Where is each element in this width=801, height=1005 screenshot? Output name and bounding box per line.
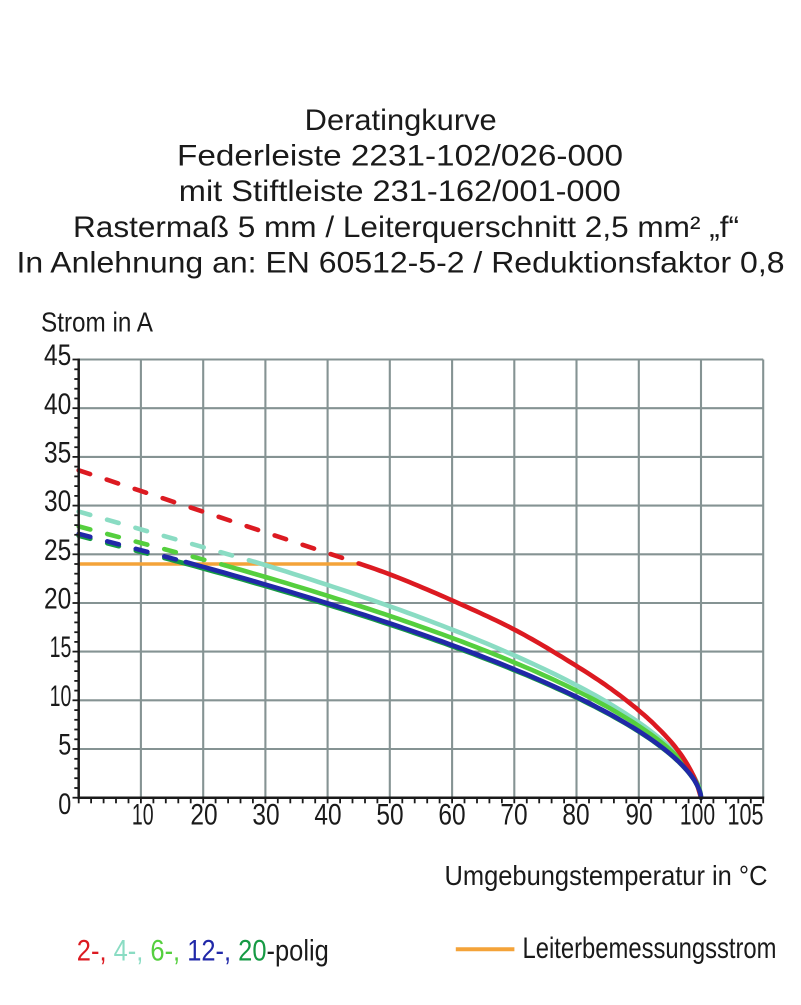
svg-text:Umgebungstemperatur in °C: Umgebungstemperatur in °C: [445, 860, 768, 891]
svg-text:40: 40: [44, 388, 71, 421]
svg-text:100: 100: [680, 799, 715, 832]
svg-text:mit Stiftleiste 231-162/001-00: mit Stiftleiste 231-162/001-000: [179, 175, 621, 208]
svg-text:50: 50: [376, 799, 403, 832]
svg-text:5: 5: [58, 729, 71, 762]
svg-text:25: 25: [44, 534, 71, 567]
svg-text:In Anlehnung an: EN 60512-5-2: In Anlehnung an: EN 60512-5-2 / Reduktio…: [17, 247, 785, 280]
svg-text:90: 90: [625, 799, 652, 832]
svg-text:70: 70: [500, 799, 527, 832]
svg-text:10: 10: [132, 799, 154, 832]
svg-text:30: 30: [252, 799, 279, 832]
svg-text:30: 30: [44, 485, 71, 518]
svg-text:60: 60: [438, 799, 465, 832]
svg-text:80: 80: [562, 799, 589, 832]
svg-text:2-, 4-, 6-, 12-, 20-polig: 2-, 4-, 6-, 12-, 20-polig: [77, 934, 329, 967]
svg-text:45: 45: [44, 339, 71, 372]
svg-text:Leiterbemessungsstrom: Leiterbemessungsstrom: [523, 932, 777, 965]
svg-text:10: 10: [50, 680, 72, 713]
svg-text:Strom in A: Strom in A: [41, 307, 153, 338]
svg-text:Rastermaß 5 mm / Leiterquersch: Rastermaß 5 mm / Leiterquerschnitt 2,5 m…: [73, 211, 739, 244]
svg-text:105: 105: [728, 799, 764, 832]
svg-text:Deratingkurve: Deratingkurve: [305, 104, 497, 137]
svg-text:0: 0: [58, 788, 71, 821]
svg-text:15: 15: [50, 631, 72, 664]
svg-text:40: 40: [314, 799, 341, 832]
svg-text:20: 20: [190, 799, 217, 832]
svg-text:20: 20: [44, 583, 71, 616]
svg-text:35: 35: [44, 437, 71, 470]
svg-text:Federleiste 2231-102/026-000: Federleiste 2231-102/026-000: [177, 140, 623, 173]
